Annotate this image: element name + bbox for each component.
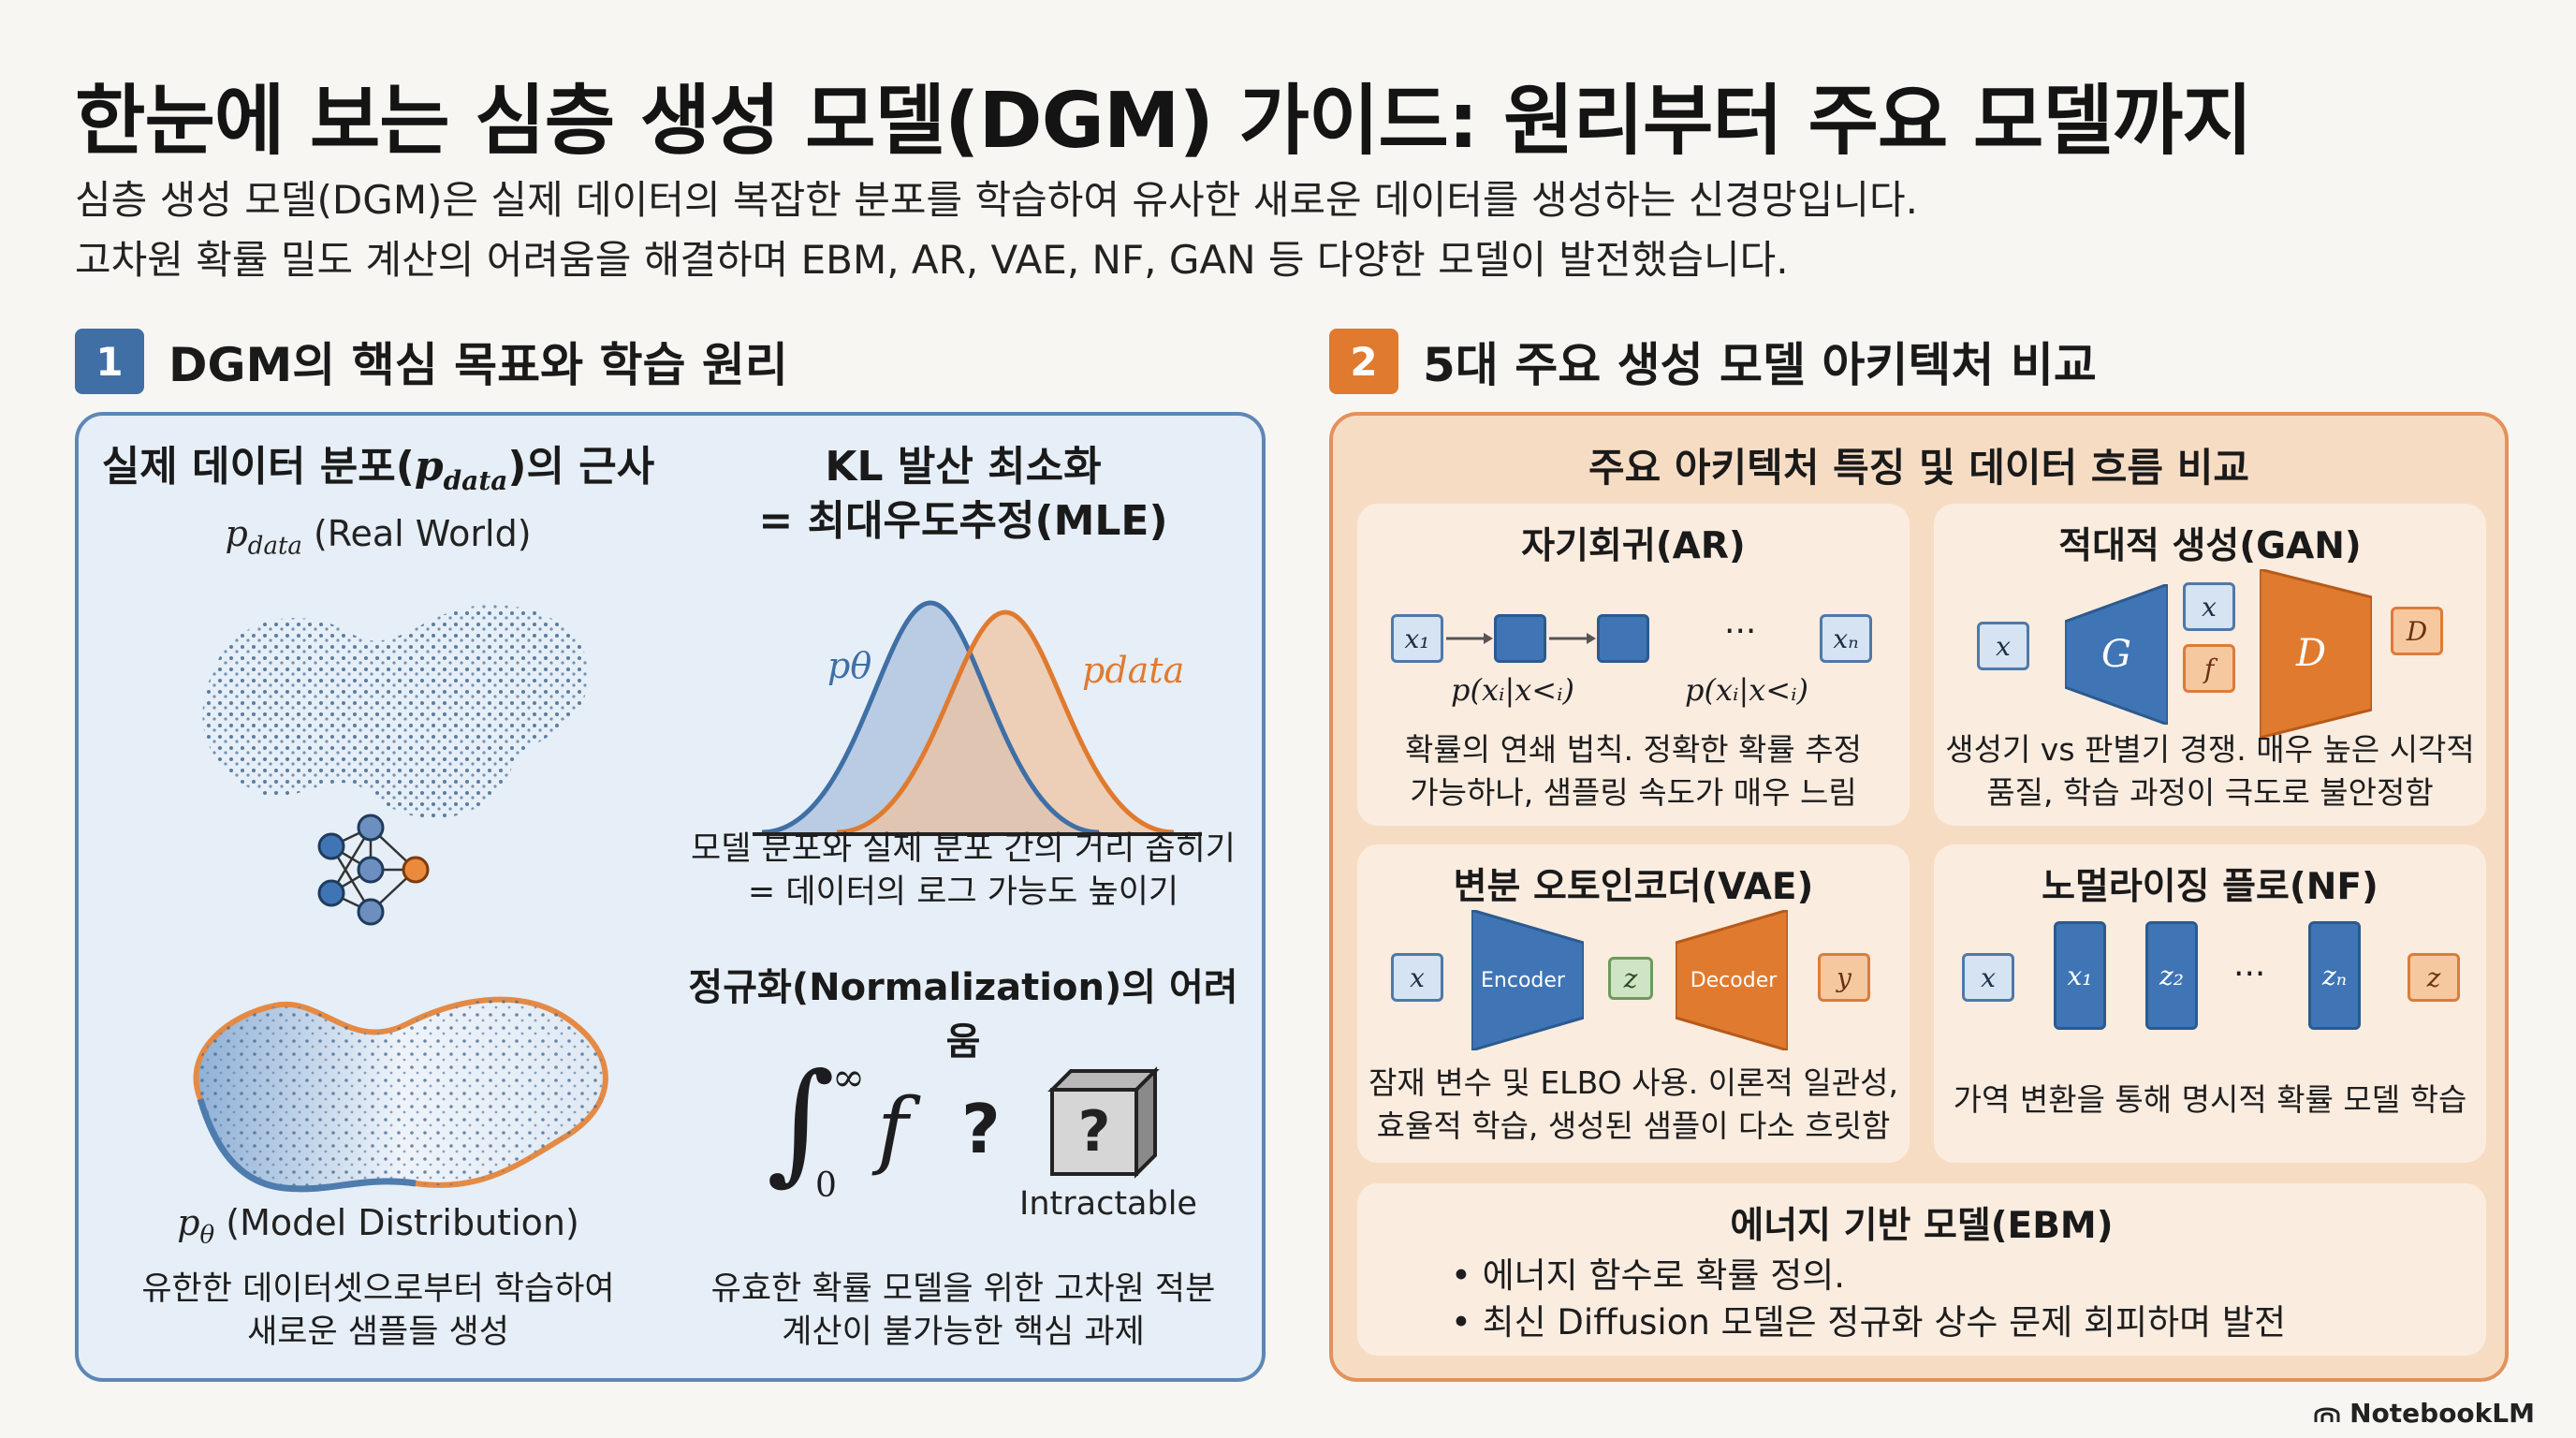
integral-upper-bound: ∞ <box>832 1054 865 1100</box>
kl-heading: KL 발산 최소화 = 최대우도추정(MLE) <box>758 443 1168 545</box>
section2-panel: 주요 아키텍처 특징 및 데이터 흐름 비교 자기회귀(AR) x₁ ··· x… <box>1329 412 2509 1382</box>
approx-caption: 유한한 데이터셋으로부터 학습하여 새로운 샘플들 생성 <box>141 1270 615 1351</box>
encoder-label: Encoder <box>1481 969 1566 992</box>
ar-hidden-box-1 <box>1494 614 1546 663</box>
kl-caption: 모델 분포와 실제 분포 간의 거리 좁히기 = 데이터의 로그 가능도 높이기 <box>691 830 1236 911</box>
ar-caption: 확률의 연쇄 법칙. 정확한 확률 추정 가능하나, 샘플링 속도가 매우 느림 <box>1405 731 1862 811</box>
kl-curves-chart: pθ pdata <box>753 600 1202 836</box>
real-data-distribution-cloud <box>202 605 590 818</box>
gan-caption: 생성기 vs 판별기 경쟁. 매우 높은 시각적 품질, 학습 과정이 극도로 … <box>1945 731 2475 811</box>
ar-ellipsis: ··· <box>1724 612 1757 651</box>
ebm-bullet-2: • 최신 Diffusion 모델은 정규화 상수 문제 회피하며 발전 <box>1451 1302 2286 1343</box>
approx-heading: 실제 데이터 분포(pdata)의 근사 <box>101 443 655 496</box>
generator-trapezoid: G <box>2065 584 2168 725</box>
integral-sign: ∫ <box>767 1046 835 1198</box>
notebooklm-brand: NotebookLM <box>2349 1398 2535 1429</box>
cube-question-mark: ? <box>1078 1099 1111 1165</box>
ar-title: 자기회귀(AR) <box>1521 525 1746 567</box>
integral-expression: ∫ ∞ 0 f ? <box>767 1052 1066 1211</box>
section1-panel: 실제 데이터 분포(pdata)의 근사 pdata (Real World) <box>75 412 1266 1382</box>
gan-x-real-box: x <box>2183 582 2235 631</box>
nf-x-input-box: x <box>1962 953 2014 1002</box>
arrow-icon <box>1549 633 1596 644</box>
ebm-title: 에너지 기반 모델(EBM) <box>1730 1205 2114 1247</box>
discriminator-label: D <box>2295 632 2326 675</box>
vae-card: 변분 오토인코더(VAE) x Encoder z Decoder y 잠재 변… <box>1357 844 1910 1163</box>
generator-label: G <box>2101 633 2131 676</box>
ebm-bullets: • 에너지 함수로 확률 정의. • 최신 Diffusion 모델은 정규화 … <box>1451 1253 2286 1346</box>
notebooklm-logo-icon <box>2314 1407 2340 1422</box>
section2-heading: 2 5대 주요 생성 모델 아키텍처 비교 <box>1329 328 2097 395</box>
vae-y-output-box: y <box>1818 953 1870 1002</box>
notebooklm-watermark: NotebookLM <box>2314 1398 2535 1429</box>
model-distribution-label: pθ (Model Distribution) <box>177 1202 579 1250</box>
ar-conditional-2: p(xᵢ|x<ᵢ) <box>1685 672 1809 708</box>
gan-card: 적대적 생성(GAN) x G x f D D 생성기 vs 판별기 경쟁. 매… <box>1934 504 2486 826</box>
ebm-bullet-1: • 에너지 함수로 확률 정의. <box>1451 1255 1846 1296</box>
ar-card: 자기회귀(AR) x₁ ··· xₙ p(xᵢ|x<ᵢ) p(xᵢ|x<ᵢ) 확… <box>1357 504 1910 826</box>
decoder-label: Decoder <box>1690 969 1778 992</box>
nf-z2-block: z₂ <box>2145 921 2198 1030</box>
architecture-panel-title: 주요 아키텍처 특징 및 데이터 흐름 비교 <box>1588 445 2249 491</box>
ar-conditional-1: p(xᵢ|x<ᵢ) <box>1451 672 1575 708</box>
intractable-cube-icon: ? <box>1047 1066 1160 1179</box>
section2-number-badge: 2 <box>1329 329 1398 394</box>
page-title: 한눈에 보는 심층 생성 모델(DGM) 가이드: 원리부터 주요 모델까지 <box>75 77 2253 166</box>
encoder-trapezoid: Encoder <box>1471 910 1584 1050</box>
section1-heading: 1 DGM의 핵심 목표와 학습 원리 <box>75 328 788 395</box>
vae-caption: 잠재 변수 및 ELBO 사용. 이론적 일관성, 효율적 학습, 생성된 샘플… <box>1368 1064 1898 1144</box>
nf-title: 노멀라이징 플로(NF) <box>2042 866 2378 908</box>
curve-label-data: pdata <box>1082 650 1184 691</box>
gan-output-box: D <box>2391 607 2443 655</box>
integral-function: f <box>877 1080 909 1179</box>
gan-x-input-box: x <box>1977 622 2029 670</box>
ar-hidden-box-2 <box>1597 614 1649 663</box>
gan-fake-box: f <box>2183 644 2235 693</box>
discriminator-trapezoid: D <box>2260 569 2372 738</box>
intractable-label: Intractable <box>1019 1185 1197 1223</box>
subtitle-line-2: 고차원 확률 밀도 계산의 어려움을 해결하며 EBM, AR, VAE, NF… <box>75 237 1789 283</box>
model-curve <box>761 600 1100 835</box>
ar-x1-box: x₁ <box>1391 614 1443 663</box>
nf-z-output-box: z <box>2408 953 2460 1002</box>
normalization-caption: 유효한 확률 모델을 위한 고차원 적분 계산이 불가능한 핵심 과제 <box>710 1270 1216 1351</box>
gan-title: 적대적 생성(GAN) <box>2058 525 2362 567</box>
page-subtitle: 심층 생성 모델(DGM)은 실제 데이터의 복잡한 분포를 학습하여 유사한 … <box>75 170 1918 290</box>
real-world-label: pdata (Real World) <box>225 513 532 561</box>
integral-lower-bound: 0 <box>815 1167 837 1205</box>
section1-title: DGM의 핵심 목표와 학습 원리 <box>168 338 788 392</box>
data-curve <box>836 609 1175 835</box>
normalization-heading: 정규화(Normalization)의 어려움 <box>688 966 1238 1064</box>
ar-xn-box: xₙ <box>1820 614 1872 663</box>
neural-network-icon <box>317 814 430 926</box>
nf-caption: 가역 변환을 통해 명시적 확률 모델 학습 <box>1953 1081 2467 1118</box>
integral-question: ? <box>961 1090 1001 1168</box>
subtitle-line-1: 심층 생성 모델(DGM)은 실제 데이터의 복잡한 분포를 학습하여 유사한 … <box>75 177 1918 223</box>
nf-zn-block: zₙ <box>2308 921 2361 1030</box>
curve-label-model: pθ <box>827 645 871 686</box>
vae-x-input-box: x <box>1391 953 1443 1002</box>
model-distribution-cloud <box>193 996 608 1193</box>
nf-ellipsis: ··· <box>2233 955 2266 993</box>
decoder-trapezoid: Decoder <box>1676 910 1788 1050</box>
nf-card: 노멀라이징 플로(NF) x x₁ z₂ ··· zₙ z 가역 변환을 통해 … <box>1934 844 2486 1163</box>
ebm-card: 에너지 기반 모델(EBM) • 에너지 함수로 확률 정의. • 최신 Dif… <box>1357 1183 2486 1356</box>
section2-title: 5대 주요 생성 모델 아키텍처 비교 <box>1423 338 2097 392</box>
vae-latent-z-box: z <box>1608 957 1653 1000</box>
section1-number-badge: 1 <box>75 329 144 394</box>
arrow-icon <box>1446 633 1493 644</box>
vae-title: 변분 오토인코더(VAE) <box>1453 866 1814 908</box>
nf-x1-block: x₁ <box>2054 921 2106 1030</box>
